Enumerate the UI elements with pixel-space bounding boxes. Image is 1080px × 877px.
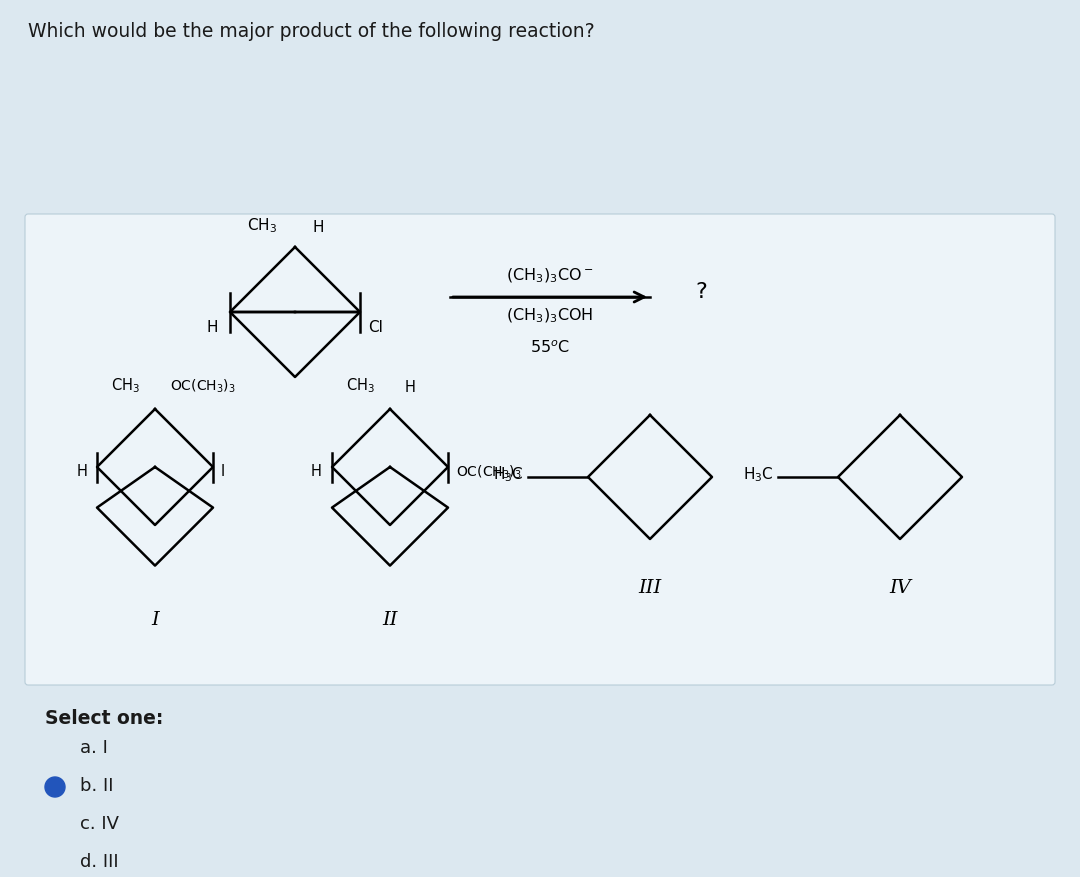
Text: H$_3$C: H$_3$C <box>494 466 524 484</box>
Text: III: III <box>638 579 662 597</box>
Text: I: I <box>221 465 226 480</box>
Text: II: II <box>382 610 397 629</box>
Text: ?: ? <box>696 282 706 302</box>
Text: H: H <box>76 465 87 480</box>
Text: IV: IV <box>889 579 910 597</box>
Text: CH$_3$: CH$_3$ <box>111 376 140 395</box>
Text: CH$_3$: CH$_3$ <box>247 217 276 235</box>
Text: H: H <box>311 465 322 480</box>
Text: (CH$_3$)$_3$CO$^-$: (CH$_3$)$_3$CO$^-$ <box>507 267 594 285</box>
Text: (CH$_3$)$_3$COH: (CH$_3$)$_3$COH <box>507 307 594 325</box>
Text: H: H <box>206 320 218 335</box>
Text: H$_3$C: H$_3$C <box>743 466 774 484</box>
Text: c. IV: c. IV <box>80 815 119 833</box>
Text: H: H <box>405 380 416 395</box>
Text: a. I: a. I <box>80 739 108 757</box>
Circle shape <box>45 777 65 797</box>
Text: d. III: d. III <box>80 853 119 871</box>
FancyBboxPatch shape <box>25 214 1055 685</box>
Text: 55$^o$C: 55$^o$C <box>530 339 570 355</box>
Text: H: H <box>313 220 324 235</box>
Text: I: I <box>151 610 159 629</box>
Text: Select one:: Select one: <box>45 709 163 728</box>
Text: OC(CH$_3$)$_3$: OC(CH$_3$)$_3$ <box>170 378 235 395</box>
Text: b. II: b. II <box>80 777 113 795</box>
Text: Which would be the major product of the following reaction?: Which would be the major product of the … <box>28 22 595 41</box>
Text: Cl: Cl <box>368 320 383 335</box>
Text: OC(CH$_3$)$_3$: OC(CH$_3$)$_3$ <box>456 463 522 481</box>
Text: CH$_3$: CH$_3$ <box>346 376 375 395</box>
